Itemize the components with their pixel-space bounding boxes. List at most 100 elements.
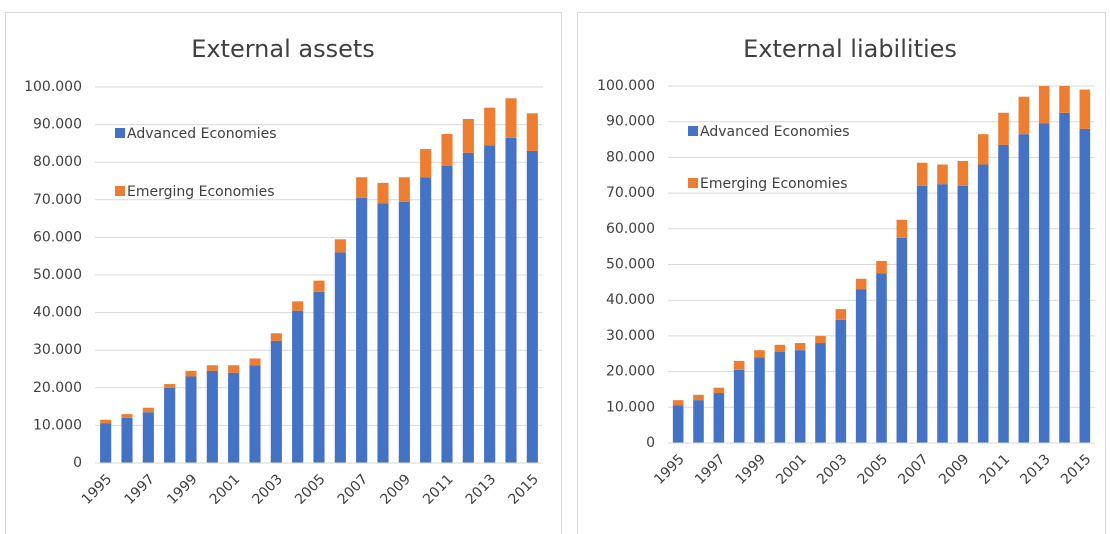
legend-label: Emerging Economies	[700, 176, 848, 192]
bar-segment	[937, 184, 948, 443]
bar-segment	[398, 201, 410, 463]
bar-segment	[1038, 86, 1050, 124]
bar-segment	[957, 160, 969, 186]
legend-label: Advanced Economies	[127, 126, 277, 142]
bar-segment	[977, 164, 989, 443]
y-tick-label: 90.000	[33, 117, 82, 133]
bar-segment	[916, 162, 928, 186]
chart-title: External liabilities	[743, 35, 957, 63]
bar-segment	[835, 319, 847, 443]
bar-segment	[713, 387, 725, 394]
bar-segment	[835, 309, 847, 320]
bar-segment	[672, 405, 684, 443]
y-tick-label: 30.000	[33, 342, 82, 358]
bar-segment	[855, 278, 867, 290]
y-tick-label: 20.000	[33, 380, 82, 396]
y-tick-label: 100.000	[24, 79, 82, 95]
bars	[672, 86, 1091, 443]
y-tick-label: 20.000	[606, 364, 655, 380]
bar-segment	[937, 164, 948, 185]
bar-segment	[420, 149, 432, 178]
bar-segment	[441, 134, 453, 166]
bar-segment	[249, 358, 261, 366]
y-tick-label: 70.000	[606, 185, 655, 201]
bar-segment	[462, 152, 474, 463]
bar-segment	[733, 360, 745, 370]
bar-segment	[313, 280, 325, 292]
bar-segment	[270, 340, 282, 463]
bar-segment	[794, 343, 806, 351]
bar-segment	[754, 357, 765, 443]
bar-segment	[121, 414, 133, 418]
y-tick-label: 10.000	[606, 399, 655, 415]
legend-marker	[115, 186, 125, 196]
bar-segment	[505, 137, 517, 463]
bar-segment	[998, 144, 1009, 443]
bar-segment	[1059, 86, 1070, 113]
legend-marker	[115, 128, 125, 138]
bar-segment	[164, 387, 176, 463]
bar-segment	[1018, 96, 1030, 135]
bar-segment	[185, 376, 197, 463]
bar-segment	[142, 412, 154, 463]
y-tick-label: 100.000	[597, 78, 655, 94]
legend-marker	[688, 126, 698, 136]
bar-segment	[270, 333, 282, 341]
bar-segment	[774, 344, 786, 352]
bar-segment	[1059, 112, 1070, 443]
bar-segment	[292, 301, 304, 311]
bar-segment	[398, 177, 410, 202]
bar-segment	[356, 177, 368, 198]
bar-segment	[206, 365, 218, 371]
y-tick-label: 40.000	[606, 292, 655, 308]
y-tick-label: 50.000	[33, 267, 82, 283]
bar-segment	[1079, 128, 1091, 443]
bar-segment	[876, 273, 887, 443]
bar-segment	[100, 419, 112, 424]
bar-segment	[1079, 89, 1091, 129]
bar-segment	[441, 165, 453, 463]
bar-segment	[185, 370, 197, 377]
bar-segment	[815, 335, 826, 344]
y-tick-label: 50.000	[606, 257, 655, 273]
bar-segment	[896, 219, 908, 238]
bar-segment	[957, 185, 969, 443]
bar-segment	[1038, 123, 1050, 443]
y-tick-label: 0	[73, 455, 82, 471]
bar-segment	[377, 182, 389, 204]
bar-segment	[505, 98, 517, 138]
y-tick-label: 0	[646, 435, 655, 451]
legend-marker	[688, 178, 698, 188]
y-tick-label: 30.000	[606, 328, 655, 344]
bar-segment	[774, 351, 786, 443]
y-tick-label: 40.000	[33, 305, 82, 321]
bar-segment	[121, 417, 133, 463]
bar-segment	[1018, 134, 1030, 443]
bar-segment	[292, 310, 304, 463]
y-tick-label: 80.000	[33, 154, 82, 170]
bar-segment	[693, 400, 704, 443]
bar-segment	[356, 197, 368, 463]
bar-segment	[377, 203, 389, 463]
bar-segment	[815, 343, 826, 443]
y-tick-label: 10.000	[33, 417, 82, 433]
bar-segment	[164, 384, 176, 388]
y-tick-label: 80.000	[606, 149, 655, 165]
y-tick-label: 60.000	[33, 229, 82, 245]
bar-segment	[876, 260, 887, 274]
y-tick-label: 70.000	[33, 192, 82, 208]
legend-label: Advanced Economies	[700, 124, 850, 140]
bar-segment	[313, 291, 325, 463]
legend-label: Emerging Economies	[127, 184, 275, 200]
bar-segment	[142, 407, 154, 413]
bar-segment	[794, 350, 806, 443]
bars	[100, 98, 538, 463]
bar-segment	[526, 150, 538, 463]
bar-segment	[420, 177, 432, 463]
panel-border	[577, 12, 1106, 534]
bar-segment	[713, 393, 725, 443]
bar-segment	[249, 365, 261, 463]
bar-segment	[334, 239, 346, 253]
y-tick-label: 90.000	[606, 114, 655, 130]
